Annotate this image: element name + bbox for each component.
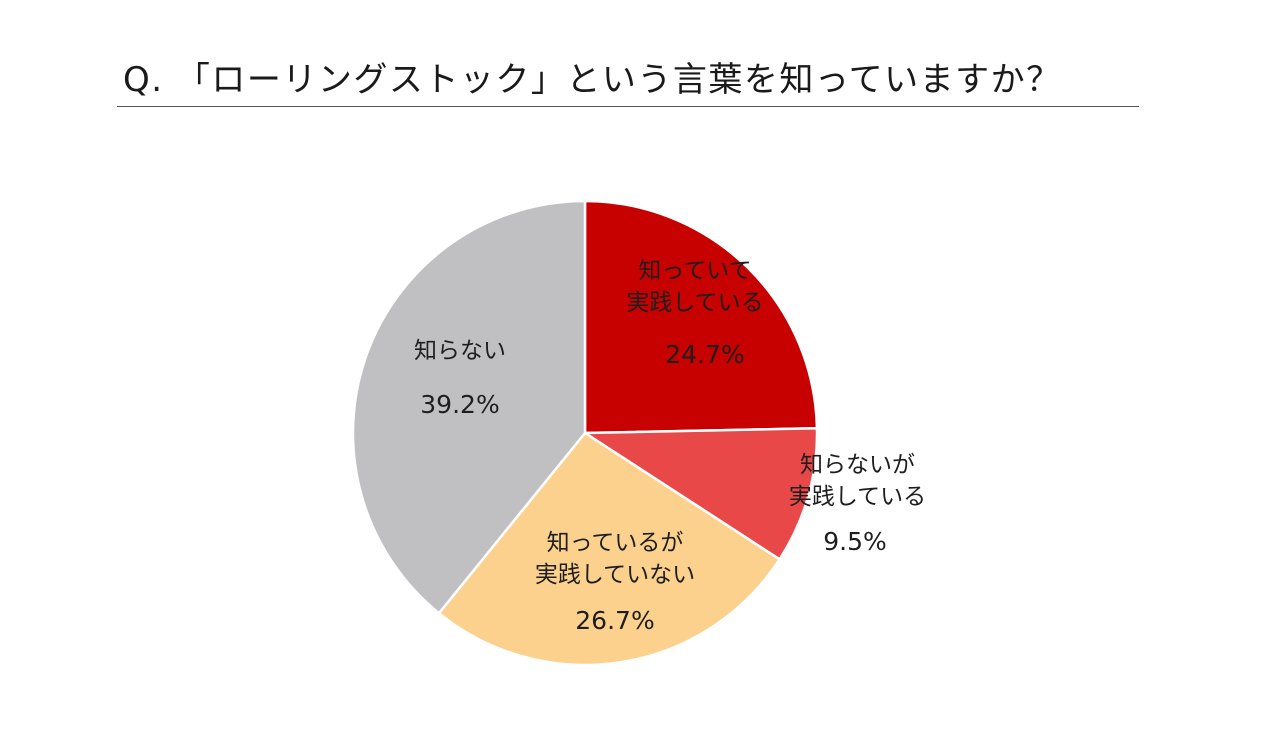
chart-title: Q. 「ローリングストック」という言葉を知っていますか？ [123,60,1062,100]
chart-title-underline: Q. 「ローリングストック」という言葉を知っていますか？ [117,58,1139,107]
slice-label-unaware-practices: 知らないが 実践している [765,449,950,513]
pie-slice-knows-practices [583,199,819,435]
slice-label-knows-not-practicing: 知っているが 実践していない [510,527,720,591]
slice-label-line2: 実践している [626,290,764,316]
pie-slice-unaware-practices [583,427,819,561]
pie-slices [351,199,819,667]
slice-label-line2: 実践している [788,484,927,510]
slice-label-knows-practices: 知っていて 実践している [610,255,780,319]
pie-slice-knows-not-practicing [437,431,781,667]
slice-value-unaware-practices: 9.5% [823,527,887,556]
slice-value-knows-practices: 24.7% [665,340,745,369]
slice-label-line1: 知っているが [546,530,684,556]
slice-label-line1: 知らない [414,338,506,364]
slice-label-unaware: 知らない [390,335,530,367]
slice-value-knows-not-practicing: 26.7% [575,606,655,635]
slice-label-line1: 知らないが [800,452,915,478]
slice-label-line2: 実践していない [534,562,696,588]
slice-label-line1: 知っていて [638,258,752,284]
slice-value-unaware: 39.2% [420,390,500,419]
pie-slice-unaware [351,199,587,615]
